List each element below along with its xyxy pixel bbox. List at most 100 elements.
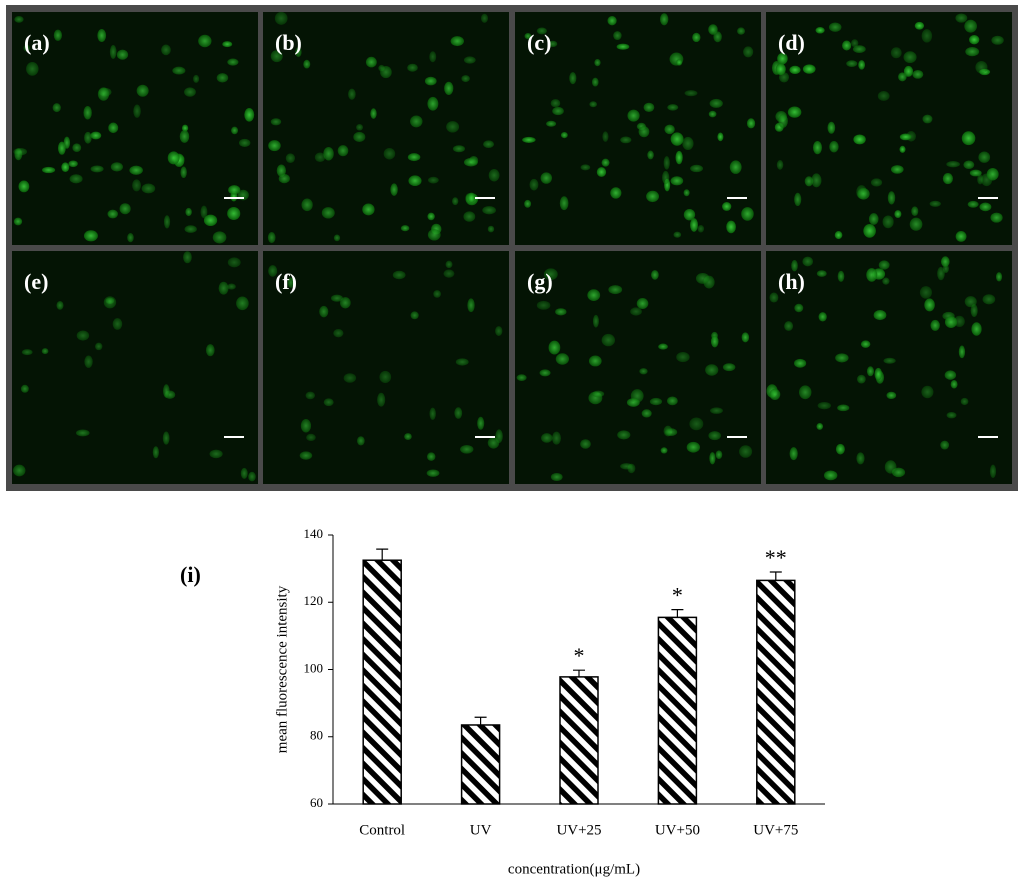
cell — [946, 161, 960, 168]
cell — [827, 121, 836, 134]
cell — [236, 296, 249, 311]
cell — [853, 134, 866, 145]
cell — [684, 90, 698, 97]
cell — [676, 59, 683, 66]
cell — [588, 355, 602, 367]
cell — [303, 59, 311, 69]
cell — [722, 363, 736, 372]
cell — [791, 260, 798, 272]
cell — [636, 298, 649, 310]
cell — [713, 31, 722, 43]
cell — [323, 146, 334, 161]
cell — [550, 472, 563, 482]
cell — [991, 35, 1004, 45]
cell — [804, 176, 814, 187]
cell — [921, 385, 934, 399]
cell — [912, 69, 924, 79]
cell — [244, 107, 255, 122]
cell — [185, 207, 192, 217]
cell — [333, 329, 344, 338]
cell — [72, 143, 82, 153]
cell — [348, 88, 356, 100]
cell — [591, 77, 599, 87]
cell — [97, 28, 107, 43]
cell — [664, 124, 675, 135]
panel-label: (d) — [778, 30, 805, 55]
cell — [995, 272, 1003, 282]
cell — [620, 136, 632, 144]
x-tick-label: UV+75 — [753, 822, 798, 838]
cell — [356, 124, 364, 131]
cell — [816, 270, 827, 277]
bar — [657, 616, 698, 805]
cell — [198, 34, 212, 48]
cell — [777, 52, 788, 65]
cell — [690, 218, 698, 232]
cell — [667, 104, 679, 111]
cell — [540, 172, 553, 184]
cell — [722, 202, 732, 211]
cell — [270, 118, 282, 126]
cell — [274, 11, 288, 25]
cell — [887, 191, 896, 205]
error-bar — [671, 609, 684, 618]
cell — [427, 229, 441, 241]
cell — [183, 251, 192, 264]
cell — [955, 231, 967, 242]
cell — [610, 187, 622, 199]
cell — [555, 353, 570, 365]
cell — [487, 225, 495, 233]
micrograph: (a) — [12, 12, 258, 245]
cell — [613, 31, 622, 41]
cell — [408, 175, 422, 187]
cell — [321, 207, 335, 219]
cell — [802, 256, 814, 267]
cell — [683, 208, 696, 221]
micrograph-background — [766, 251, 1012, 484]
micrograph: (c) — [515, 12, 761, 245]
cell — [26, 61, 39, 76]
cell — [940, 256, 950, 267]
cell — [989, 464, 997, 478]
cell — [922, 114, 933, 124]
cell — [107, 209, 118, 219]
cell — [857, 188, 870, 200]
cell — [323, 398, 334, 407]
cell — [965, 46, 980, 57]
cell — [852, 45, 866, 53]
x-tick-label: UV+50 — [655, 822, 700, 838]
cell — [705, 364, 719, 376]
cell — [683, 189, 690, 197]
cell — [461, 75, 470, 83]
cell — [647, 150, 654, 160]
cell — [83, 230, 98, 242]
cell — [858, 60, 866, 70]
cell — [919, 286, 932, 299]
cell — [362, 203, 375, 216]
cell — [743, 46, 754, 58]
bar — [756, 579, 796, 805]
cell — [136, 84, 149, 97]
cell — [682, 136, 694, 151]
cell — [541, 433, 553, 443]
cell — [961, 131, 976, 146]
cell — [670, 132, 684, 146]
cell — [924, 298, 935, 312]
cell — [61, 162, 70, 172]
cell — [539, 369, 551, 377]
cell — [76, 330, 90, 341]
cell — [337, 145, 349, 157]
cell — [692, 32, 701, 43]
cell — [835, 443, 845, 455]
cell — [589, 101, 597, 108]
cell — [975, 60, 988, 74]
cell — [267, 231, 276, 244]
cell — [601, 158, 610, 167]
cell — [450, 36, 464, 47]
panel-label: (f) — [275, 269, 297, 294]
cell — [167, 151, 180, 165]
cell — [216, 73, 229, 83]
cell — [697, 225, 705, 233]
cell — [445, 260, 453, 269]
cell — [427, 96, 439, 111]
